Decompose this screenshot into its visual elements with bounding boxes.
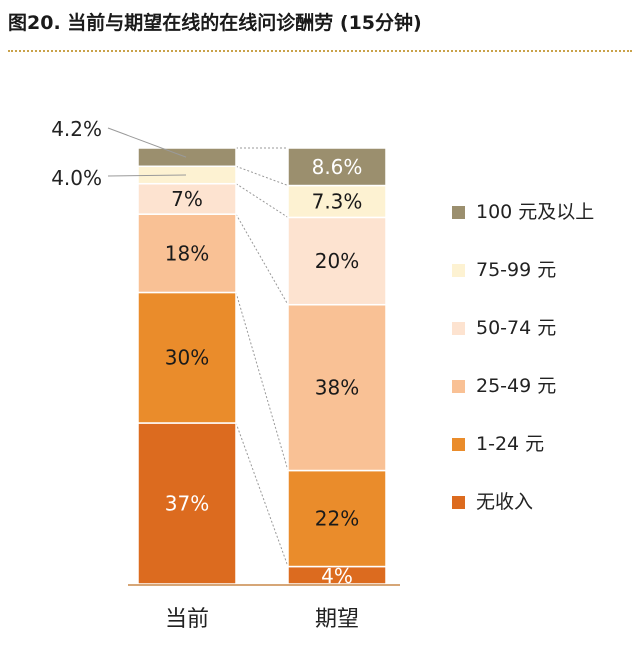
legend-swatch [452,496,465,509]
legend-swatch [452,322,465,335]
legend-label: 25-49 元 [476,375,556,397]
legend-swatch [452,380,465,393]
bar-segment [137,147,237,168]
connector-line [235,213,289,305]
legend-swatch [452,264,465,277]
data-label: 7% [171,187,203,211]
legend-label: 1-24 元 [476,433,544,455]
data-label: 22% [315,507,359,531]
data-label: 18% [165,241,209,265]
data-label: 8.6% [312,155,363,179]
bar-segment [137,291,237,424]
connector-line [235,183,289,218]
bar-segment [137,422,237,585]
callout-label: 4.0% [51,166,102,190]
data-label: 20% [315,249,359,273]
legend-label: 75-99 元 [476,259,556,281]
data-label: 30% [165,346,209,370]
legend-label: 无收入 [476,491,533,513]
data-label: 37% [165,492,209,516]
data-label: 7.3% [312,189,363,213]
legend-label: 50-74 元 [476,317,556,339]
x-tick-label: 当前 [165,607,209,632]
bar-segment [287,184,387,219]
callout-label: 4.2% [51,117,102,141]
callout-leader [107,174,187,177]
bar-segment [287,469,387,568]
bar-segment [287,216,387,306]
bar-segment [137,213,237,294]
legend-label: 100 元及以上 [476,201,594,223]
x-tick-label: 期望 [315,607,359,632]
connector-line [235,422,289,567]
connector-line [235,292,289,471]
callout-leader [107,127,187,158]
bar-segment [137,182,237,215]
legend-swatch [452,438,465,451]
connector-line [235,165,289,187]
data-label: 4% [321,564,353,588]
bar-segment [287,147,387,187]
chart-title: 图20. 当前与期望在线的在线问诊酬劳 (15分钟) [8,12,422,34]
legend-swatch [452,206,465,219]
bar-segment [287,303,387,472]
data-label: 38% [315,376,359,400]
title-divider [8,50,632,52]
